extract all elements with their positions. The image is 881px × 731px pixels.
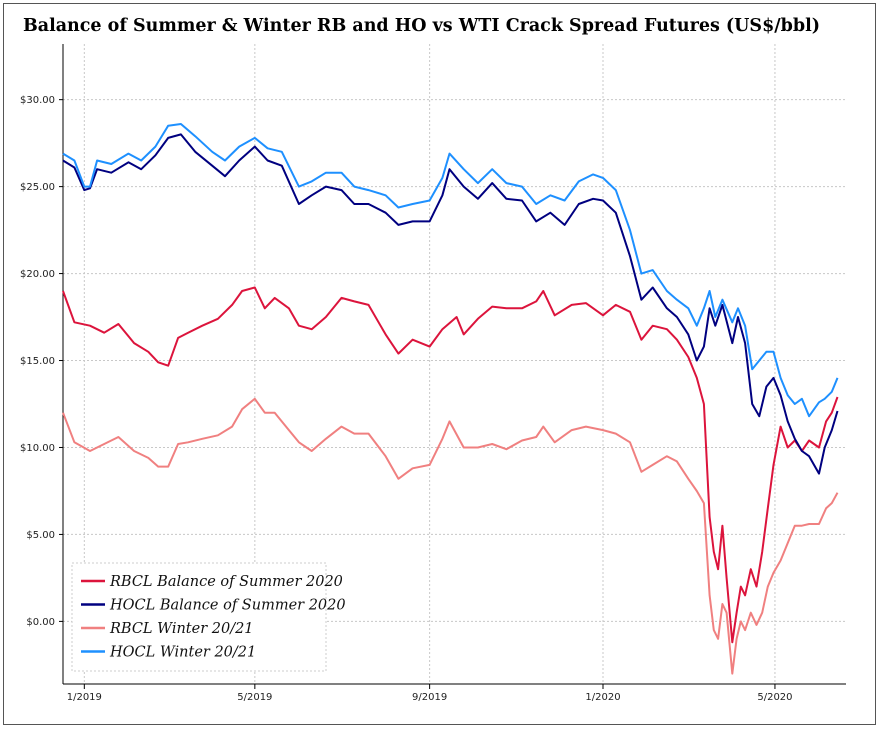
chart-title: Balance of Summer & Winter RB and HO vs … [22,16,821,36]
x-tick-label: 9/2019 [412,692,447,703]
axes: $0.00 $5.00 $10.00 $15.00 $20.00 $25.00 $30.00… [20,44,846,703]
x-tick-label: 1/2020 [585,692,620,703]
series-line-hocl-winter-20-21 [62,123,839,418]
y-tick-label: $0.00 [26,617,55,628]
series-lines [62,123,839,675]
series-line-rbcl-winter-20-21 [62,397,839,675]
y-tick-label: $15.00 [20,356,55,367]
y-tick-label: $20.00 [20,269,55,280]
legend-entry-label: HOCL Winter 20/21 [109,645,256,661]
x-tick-label: 5/2019 [237,692,272,703]
legend-entry-label: RBCL Balance of Summer 2020 [109,574,343,590]
y-tick-label: $5.00 [26,530,55,541]
x-tick-label: 1/2019 [67,692,102,703]
legend-entry-label: RBCL Winter 20/21 [109,621,254,637]
x-tick-label: 5/2020 [757,692,792,703]
series-line-hocl-balance-of-summer-2020 [62,133,839,475]
legend-box [71,562,327,672]
legend-entry-label: HOCL Balance of Summer 2020 [109,598,346,614]
series-line-rbcl-balance-of-summer-2020 [62,286,839,644]
legend: RBCL Balance of Summer 2020 HOCL Balance … [71,562,346,672]
y-tick-label: $10.00 [20,443,55,454]
y-tick-label: $25.00 [20,182,55,193]
y-tick-label: $30.00 [20,95,55,106]
